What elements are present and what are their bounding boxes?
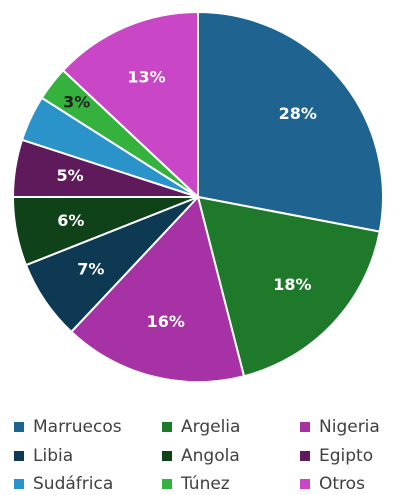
legend-swatch bbox=[14, 479, 24, 489]
legend-swatch bbox=[300, 422, 310, 432]
data-label: 5% bbox=[57, 166, 84, 185]
legend-swatch bbox=[162, 422, 172, 432]
legend-swatch bbox=[300, 479, 310, 489]
data-label: 6% bbox=[57, 211, 84, 230]
data-label: 28% bbox=[279, 104, 317, 123]
legend-label: Angola bbox=[181, 446, 240, 466]
legend-label: Libia bbox=[33, 446, 73, 466]
legend-swatch bbox=[14, 451, 24, 461]
legend-label: Túnez bbox=[180, 474, 230, 494]
legend-label: Otros bbox=[319, 474, 365, 494]
data-label: 13% bbox=[127, 68, 165, 87]
legend-label: Marruecos bbox=[33, 417, 122, 437]
legend-swatch bbox=[300, 451, 310, 461]
legend-label: Sudáfrica bbox=[33, 474, 113, 494]
pie-slice bbox=[69, 194, 246, 383]
data-label: 18% bbox=[273, 275, 311, 294]
legend-swatch bbox=[162, 479, 172, 489]
legend-label: Egipto bbox=[319, 446, 373, 466]
legend-swatch bbox=[162, 451, 172, 461]
data-label: 16% bbox=[147, 312, 185, 331]
legend-swatch bbox=[14, 422, 24, 432]
pie-slice bbox=[196, 195, 381, 378]
legend-label: Argelia bbox=[181, 417, 240, 437]
pie-slice bbox=[197, 10, 384, 233]
pie-slice bbox=[61, 10, 199, 200]
data-label: 7% bbox=[77, 259, 104, 278]
legend-label: Nigeria bbox=[319, 417, 380, 437]
data-label: 3% bbox=[63, 92, 90, 111]
